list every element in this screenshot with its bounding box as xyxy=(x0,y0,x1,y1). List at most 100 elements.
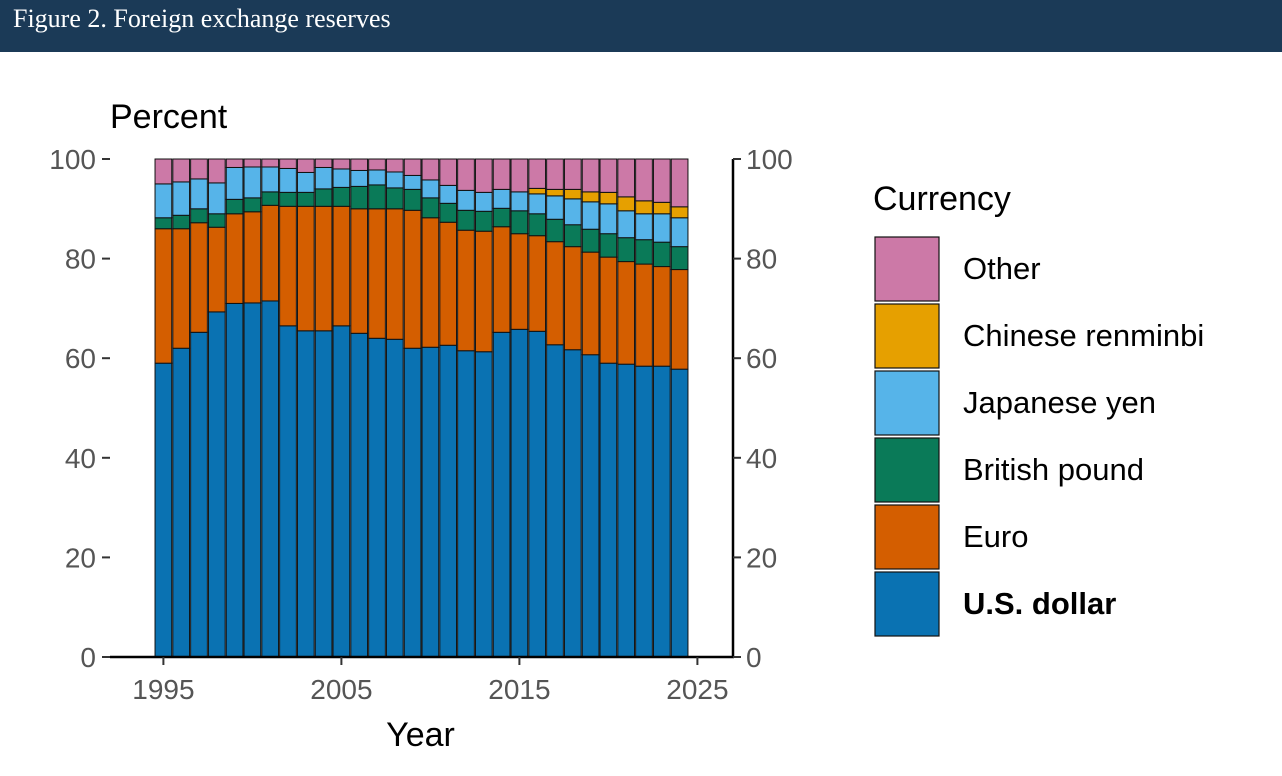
bar-segment-u-s-dollar-2016 xyxy=(528,330,547,658)
bar-segment-chinese-renminbi-2024 xyxy=(670,206,689,219)
bar-segment-british-pound-2009 xyxy=(403,188,422,211)
legend-label-euro: Euro xyxy=(963,519,1028,554)
bar-segment-u-s-dollar-2018 xyxy=(563,349,582,658)
axes-layer xyxy=(110,159,735,659)
bar-segment-other-2016 xyxy=(528,158,547,189)
bar-segment-other-2010 xyxy=(421,158,440,181)
bar-segment-british-pound-2001 xyxy=(261,191,280,206)
bar-segment-british-pound-2000 xyxy=(243,197,262,213)
bar-segment-japanese-yen-2000 xyxy=(243,166,262,199)
bar-segment-japanese-yen-2018 xyxy=(563,198,582,226)
bar-segment-british-pound-1998 xyxy=(207,213,226,228)
y-tick-label-left: 0 xyxy=(80,642,96,673)
bar-segment-chinese-renminbi-2019 xyxy=(581,191,600,203)
bar-segment-euro-2015 xyxy=(510,233,529,330)
bar-segment-u-s-dollar-2023 xyxy=(652,365,671,658)
legend-label-other: Other xyxy=(963,251,1041,286)
bar-segment-japanese-yen-2008 xyxy=(385,171,404,189)
bar-segment-japanese-yen-2001 xyxy=(261,166,280,193)
bar-segment-japanese-yen-2006 xyxy=(350,169,369,187)
bar-segment-other-2009 xyxy=(403,158,422,176)
bar-segment-euro-2009 xyxy=(403,209,422,349)
bar-segment-japanese-yen-2021 xyxy=(617,210,636,239)
bar-segment-other-1997 xyxy=(190,158,208,180)
bar-segment-japanese-yen-2009 xyxy=(403,174,422,190)
bar-segment-japanese-yen-2003 xyxy=(296,171,315,193)
bar-segment-u-s-dollar-2010 xyxy=(421,346,440,658)
bar-segment-other-2017 xyxy=(546,158,564,190)
bar-segment-british-pound-2006 xyxy=(350,185,369,210)
bar-segment-british-pound-2004 xyxy=(314,188,333,207)
bar-segment-euro-2023 xyxy=(652,266,671,367)
bar-segment-euro-2020 xyxy=(599,256,618,364)
y-tick-label-right: 60 xyxy=(746,343,777,374)
bar-segment-chinese-renminbi-2017 xyxy=(546,188,564,197)
bar-segment-u-s-dollar-2019 xyxy=(581,354,600,658)
bar-segment-u-s-dollar-1999 xyxy=(225,302,244,658)
bar-segment-japanese-yen-2020 xyxy=(599,203,618,235)
bar-segment-other-2005 xyxy=(332,158,351,170)
bar-segment-u-s-dollar-2005 xyxy=(332,325,351,658)
bar-segment-japanese-yen-2022 xyxy=(635,213,653,241)
bar-segment-u-s-dollar-2003 xyxy=(296,330,315,658)
x-tick-label: 1995 xyxy=(132,674,194,705)
bar-segment-other-2021 xyxy=(617,158,636,198)
bar-segment-u-s-dollar-2022 xyxy=(635,365,653,658)
bar-segment-japanese-yen-1999 xyxy=(225,166,244,200)
bar-segment-euro-2024 xyxy=(670,269,689,370)
bar-segment-other-2013 xyxy=(474,158,493,193)
bar-segment-euro-2004 xyxy=(314,205,333,332)
bar-segment-japanese-yen-2015 xyxy=(510,191,529,212)
bar-segment-other-2002 xyxy=(279,158,297,169)
y-tick-label-right: 40 xyxy=(746,443,777,474)
bar-segment-other-2001 xyxy=(261,158,280,168)
bar-segment-japanese-yen-2004 xyxy=(314,166,333,190)
bar-segment-euro-2014 xyxy=(492,226,511,333)
bar-segment-euro-2001 xyxy=(261,204,280,302)
bar-segment-british-pound-2014 xyxy=(492,207,511,228)
y-tick-label-right: 100 xyxy=(746,144,793,175)
legend-swatch-u-s-dollar xyxy=(874,571,940,637)
x-axis-title: Year xyxy=(386,716,455,754)
legend-title: Currency xyxy=(873,180,1011,218)
bar-segment-british-pound-2024 xyxy=(670,246,689,271)
bar-segment-other-2006 xyxy=(350,158,369,171)
bar-segment-u-s-dollar-1996 xyxy=(172,347,191,658)
bar-segment-u-s-dollar-2011 xyxy=(439,344,458,658)
bar-segment-other-2000 xyxy=(243,158,262,168)
bar-segment-chinese-renminbi-2023 xyxy=(652,201,671,215)
bar-segment-euro-1997 xyxy=(190,222,208,333)
y-tick-label-right: 0 xyxy=(746,642,762,673)
bar-segment-other-2008 xyxy=(385,158,404,173)
bar-segment-u-s-dollar-2021 xyxy=(617,363,636,658)
bar-segment-other-2007 xyxy=(368,158,386,171)
bar-segment-other-2019 xyxy=(581,158,600,193)
bar-segment-japanese-yen-1995 xyxy=(154,183,173,219)
y-tick-label-right: 80 xyxy=(746,244,777,275)
bar-segment-euro-2006 xyxy=(350,208,369,334)
bars-layer xyxy=(154,158,689,658)
bar-segment-japanese-yen-2024 xyxy=(670,217,689,248)
bar-segment-other-2003 xyxy=(296,158,315,173)
bar-segment-u-s-dollar-2024 xyxy=(670,368,689,658)
bar-segment-british-pound-2016 xyxy=(528,213,547,237)
bar-segment-euro-1998 xyxy=(207,226,226,313)
bar-segment-other-1995 xyxy=(154,158,173,185)
bar-segment-british-pound-2003 xyxy=(296,191,315,207)
bar-segment-japanese-yen-2017 xyxy=(546,195,564,220)
bar-segment-japanese-yen-1996 xyxy=(172,181,191,216)
bar-segment-british-pound-2011 xyxy=(439,202,458,223)
bar-segment-u-s-dollar-2013 xyxy=(474,351,493,658)
bar-segment-japanese-yen-2016 xyxy=(528,193,547,215)
bar-segment-u-s-dollar-2001 xyxy=(261,300,280,658)
bar-segment-japanese-yen-2023 xyxy=(652,213,671,243)
bar-segment-u-s-dollar-2020 xyxy=(599,362,618,658)
bar-segment-british-pound-2023 xyxy=(652,241,671,268)
y-tick-label-right: 20 xyxy=(746,542,777,573)
bar-segment-british-pound-1999 xyxy=(225,198,244,215)
bar-segment-euro-2003 xyxy=(296,205,315,332)
bar-segment-euro-2000 xyxy=(243,211,262,304)
bar-segment-british-pound-2021 xyxy=(617,237,636,263)
bar-segment-euro-2007 xyxy=(368,208,386,339)
